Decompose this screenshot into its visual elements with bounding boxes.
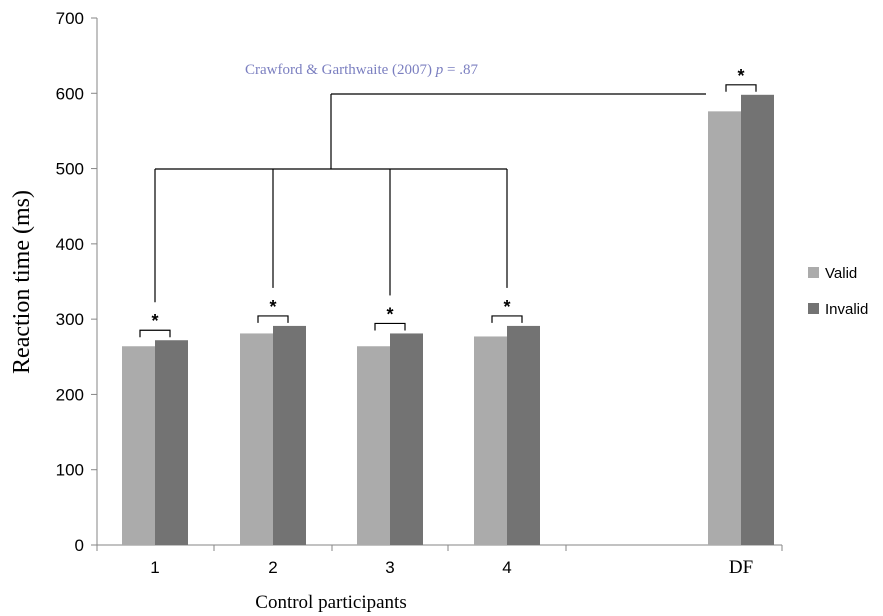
bar-invalid-1: [155, 340, 188, 545]
bars: [122, 94, 774, 546]
legend-swatch-invalid: [808, 303, 819, 314]
legend: Valid Invalid: [808, 265, 868, 318]
y-tick-label: 300: [56, 310, 84, 329]
significance-star: *: [737, 66, 744, 86]
x-tick-label: 3: [385, 558, 394, 577]
bar-valid-4: [474, 336, 507, 545]
significance-bracket: [491, 315, 523, 323]
y-tick-label: 400: [56, 235, 84, 254]
legend-label-invalid: Invalid: [825, 301, 868, 318]
significance-star: *: [269, 297, 276, 317]
y-tick-label: 600: [56, 84, 84, 103]
significance-brackets: * * * * *: [139, 66, 757, 338]
legend-label-valid: Valid: [825, 265, 857, 282]
significance-bracket: [725, 84, 757, 92]
bar-valid-df: [708, 111, 741, 546]
x-tick-label: 2: [268, 558, 277, 577]
y-tick-label: 100: [56, 461, 84, 480]
bar-invalid-2: [273, 325, 306, 545]
significance-bracket: [374, 322, 406, 331]
bar-valid-1: [122, 346, 155, 545]
significance-bracket: [139, 329, 171, 338]
bar-invalid-3: [390, 333, 423, 545]
annotation-p-label: p: [435, 62, 444, 78]
bar-invalid-df: [741, 94, 774, 545]
significance-star: *: [503, 297, 510, 317]
bar-valid-2: [240, 333, 273, 545]
x-tick-label: 1: [150, 558, 159, 577]
y-axis-label: Reaction time (ms): [9, 190, 35, 374]
annotation-text-post: = .87: [443, 62, 478, 78]
x-tick-label: DF: [729, 557, 753, 578]
y-tick-label: 700: [56, 9, 84, 28]
legend-swatch-valid: [808, 267, 819, 278]
annotation-text-pre: Crawford & Garthwaite (2007): [245, 62, 436, 78]
comparison-annotation: Crawford & Garthwaite (2007) p = .87: [245, 62, 478, 78]
y-tick-label: 0: [75, 536, 84, 555]
x-axis-label: Control participants: [255, 592, 406, 613]
labels: 1 2 3 4 DF Crawford & Garthwaite (2007) p = .…: [9, 62, 753, 613]
y-tick-label: 200: [56, 385, 84, 404]
x-tick-label: 4: [502, 558, 511, 577]
y-tick-label: 500: [56, 160, 84, 179]
significance-star: *: [151, 311, 158, 331]
bar-invalid-4: [507, 325, 540, 545]
significance-star: *: [386, 304, 393, 324]
axes: 0 100 200 300 400 500 600 700: [56, 9, 783, 555]
significance-bracket: [257, 315, 289, 323]
bar-valid-3: [357, 346, 390, 545]
